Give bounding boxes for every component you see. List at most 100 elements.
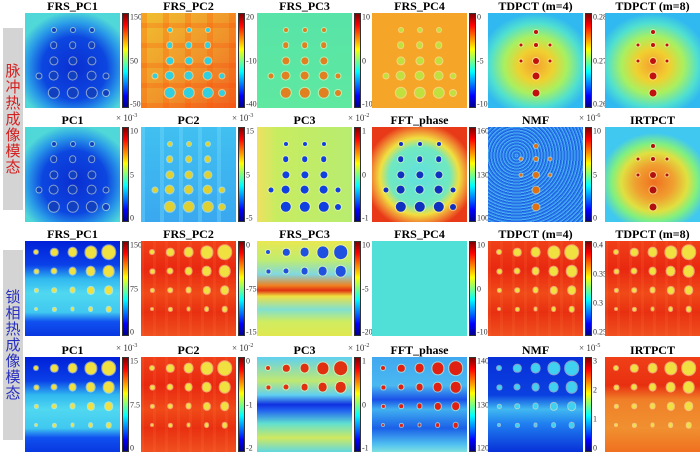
panel-title: NMF: [521, 343, 550, 357]
defect-spot: [283, 28, 288, 33]
defect-spot: [548, 173, 552, 176]
colorbar-tick: -10: [362, 99, 373, 109]
colorbar: [122, 127, 129, 222]
defect-spot: [683, 266, 694, 277]
thermal-image: [257, 13, 352, 108]
defect-spot: [86, 201, 97, 212]
defect-spot: [335, 266, 346, 277]
defect-spot: [222, 423, 227, 428]
defect-spot: [532, 186, 539, 194]
defect-spot: [36, 73, 42, 79]
defect-spot: [633, 308, 636, 311]
thermal-image: [25, 241, 120, 336]
colorbar-tick: -1: [362, 213, 369, 223]
defect-spot: [615, 424, 618, 427]
defect-spot: [283, 249, 290, 256]
defect-spot: [187, 423, 190, 427]
defect-spot: [533, 144, 538, 148]
defect-spot: [532, 89, 539, 97]
colorbar-tick: 150: [130, 12, 142, 22]
defect-spot: [167, 384, 173, 390]
colorbar-exponent: × 10-5: [579, 343, 600, 353]
thermal-image: [488, 357, 583, 452]
defect-spot: [300, 71, 309, 81]
defect-spot: [397, 42, 404, 49]
panel-frs-pc1-r1: FRS_PC1 150 50 -50: [25, 0, 150, 109]
defect-spot: [418, 423, 421, 427]
colorbar-tick: 15: [246, 126, 254, 136]
defect-spot: [218, 203, 225, 210]
defect-spot: [103, 266, 114, 277]
defect-spot: [550, 403, 557, 410]
defect-spot: [636, 59, 640, 62]
defect-spot: [203, 403, 210, 410]
defect-spot: [532, 57, 539, 64]
defect-spot: [281, 185, 290, 195]
defect-spot: [415, 56, 424, 65]
panel-title: FRS_PC4: [394, 0, 445, 13]
defect-spot: [498, 424, 501, 427]
colorbar-tick: 0: [593, 213, 597, 223]
defect-spot: [88, 423, 93, 428]
defect-spot: [167, 28, 172, 33]
defect-spot: [204, 307, 209, 312]
colorbar-tick: 0: [593, 443, 597, 453]
defect-spot: [649, 186, 656, 194]
defect-spot: [548, 43, 552, 47]
thermal-image: [372, 13, 467, 108]
defect-spot: [433, 87, 444, 98]
defect-spot: [151, 424, 154, 427]
exponent-power: -3: [132, 113, 138, 119]
defect-spot: [166, 42, 173, 49]
exponent-base: × 10: [348, 343, 365, 353]
defect-spot: [301, 267, 308, 275]
panel-title: IRTPCT: [630, 343, 675, 357]
defect-spot: [335, 187, 341, 193]
defect-spot: [319, 170, 328, 179]
colorbar-tick: 140: [477, 356, 489, 366]
colorbar-tick: -20: [362, 327, 373, 337]
defect-spot: [318, 383, 327, 392]
defect-spot: [551, 423, 556, 428]
defect-spot: [665, 43, 669, 47]
panel-title: IRTPCT: [630, 113, 675, 127]
defect-spot: [169, 424, 172, 427]
panel-title: PC1: [61, 343, 84, 357]
panel-frs-pc4-r3: FRS_PC4 10 0 -10: [372, 227, 497, 337]
defect-spot: [300, 247, 309, 257]
colorbar-tick: 75: [130, 284, 138, 293]
defect-spot: [650, 403, 655, 409]
colorbar: [354, 241, 361, 336]
defect-spot: [686, 307, 691, 312]
defect-spot: [615, 289, 618, 292]
thermal-image: [372, 241, 467, 336]
colorbar-tick: 0: [477, 12, 481, 22]
defect-spot: [633, 424, 636, 427]
colorbar-exponent: × 10-2: [232, 343, 253, 353]
defect-spot: [34, 250, 39, 255]
defect-spot: [417, 28, 422, 33]
defect-spot: [667, 287, 674, 294]
defect-spot: [266, 250, 271, 255]
defect-spot: [183, 201, 194, 212]
colorbar-tick: 0.27: [593, 56, 607, 65]
defect-spot: [564, 361, 579, 376]
defect-spot: [301, 156, 308, 163]
defect-spot: [164, 87, 175, 98]
defect-spot: [219, 382, 230, 393]
panel-nmf-r2: NMF 10 5 0 × 10-6: [488, 113, 613, 223]
exponent-base: × 10: [116, 343, 133, 353]
defect-spot: [398, 365, 405, 372]
defect-spot: [266, 385, 270, 389]
thermal-image: [25, 357, 120, 452]
defect-spot: [649, 171, 656, 178]
colorbar-tick: -10: [246, 56, 257, 65]
defect-spot: [531, 363, 540, 373]
defect-spot: [67, 201, 78, 212]
defect-spot: [650, 157, 655, 162]
defect-spot: [415, 71, 424, 81]
defect-spot: [102, 89, 109, 96]
defect-spot: [650, 144, 655, 148]
panel-pc2-r4: PC2 0 -1 -2 × 10-2: [141, 343, 266, 453]
defect-spot: [68, 247, 77, 257]
